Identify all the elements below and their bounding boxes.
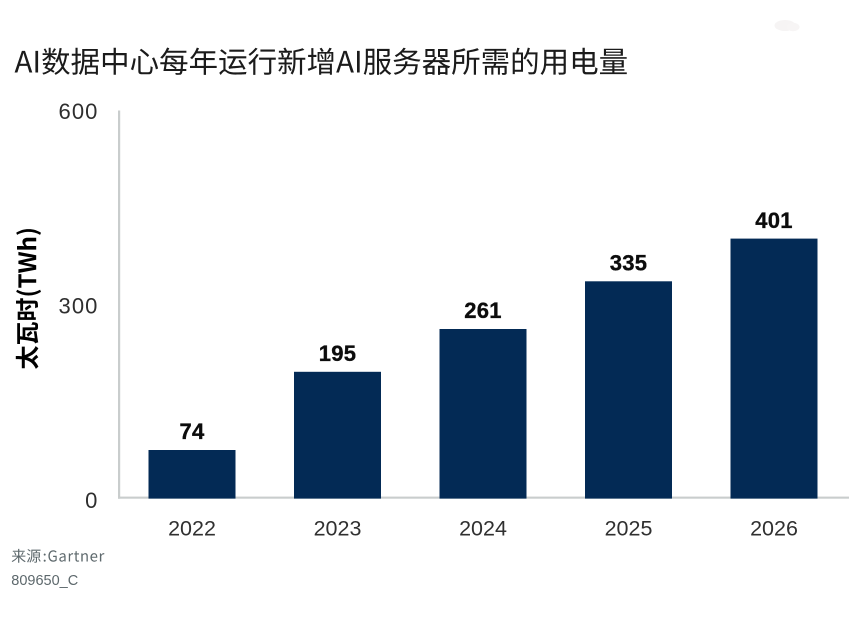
- svg-text:335: 335: [610, 251, 648, 276]
- svg-text:2022: 2022: [168, 516, 216, 540]
- svg-text:600: 600: [58, 99, 98, 124]
- svg-text:0: 0: [85, 488, 98, 513]
- svg-text:300: 300: [58, 293, 98, 318]
- svg-text:261: 261: [464, 298, 502, 323]
- svg-text:401: 401: [755, 208, 793, 233]
- svg-text:2024: 2024: [459, 516, 507, 540]
- svg-text:74: 74: [179, 419, 205, 444]
- svg-text:809650_C: 809650_C: [11, 573, 78, 589]
- svg-text:2026: 2026: [750, 516, 798, 540]
- svg-text:2023: 2023: [314, 516, 362, 540]
- svg-text:195: 195: [319, 341, 357, 366]
- svg-text:2025: 2025: [605, 516, 653, 540]
